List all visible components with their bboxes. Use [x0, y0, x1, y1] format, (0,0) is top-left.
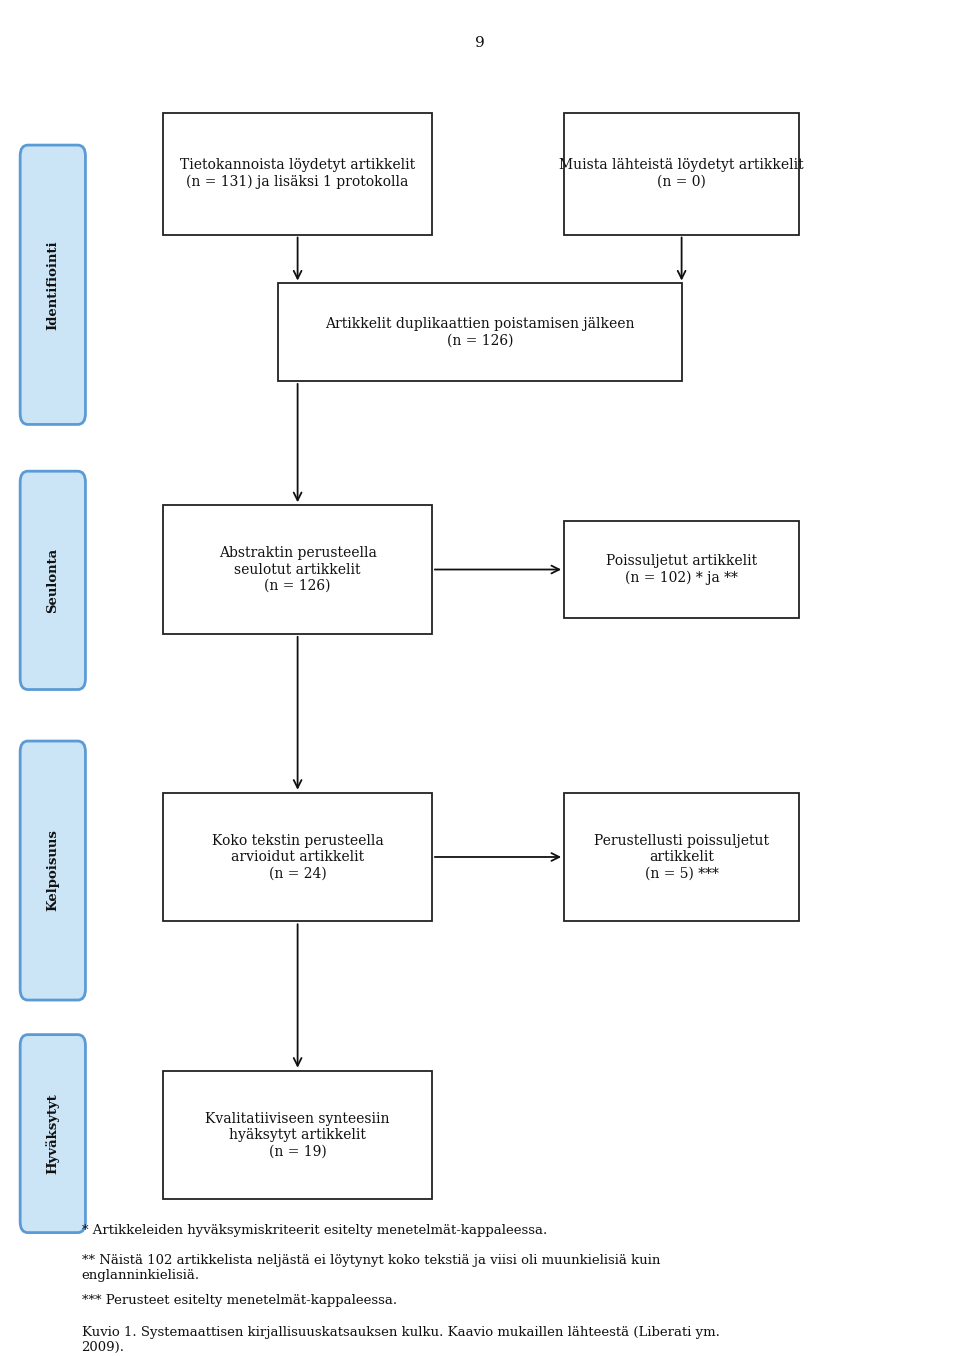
Text: * Artikkeleiden hyväksymiskriteerit esitelty menetelmät-kappaleessa.: * Artikkeleiden hyväksymiskriteerit esit…: [82, 1224, 547, 1238]
Bar: [564, 113, 799, 235]
Text: Artikkelit duplikaattien poistamisen jälkeen
(n = 126): Artikkelit duplikaattien poistamisen jäl…: [325, 317, 635, 347]
Text: Poissuljetut artikkelit
(n = 102) * ja **: Poissuljetut artikkelit (n = 102) * ja *…: [606, 555, 757, 584]
Text: Identifiointi: Identifiointi: [46, 240, 60, 330]
Bar: [163, 792, 432, 922]
Text: Kelpoisuus: Kelpoisuus: [46, 830, 60, 911]
FancyBboxPatch shape: [20, 145, 85, 424]
FancyBboxPatch shape: [20, 472, 85, 690]
Bar: [163, 1071, 432, 1200]
Text: Tietokannoista löydetyt artikkelit
(n = 131) ja lisäksi 1 protokolla: Tietokannoista löydetyt artikkelit (n = …: [180, 159, 415, 188]
FancyBboxPatch shape: [20, 1035, 85, 1233]
Text: *** Perusteet esitelty menetelmät-kappaleessa.: *** Perusteet esitelty menetelmät-kappal…: [82, 1294, 396, 1307]
Bar: [564, 792, 799, 922]
Bar: [163, 506, 432, 635]
Text: Seulonta: Seulonta: [46, 548, 60, 613]
Text: Kvalitatiiviseen synteesiin
hyäksytyt artikkelit
(n = 19): Kvalitatiiviseen synteesiin hyäksytyt ar…: [205, 1112, 390, 1158]
Bar: [564, 521, 799, 618]
Text: Muista lähteistä löydetyt artikkelit
(n = 0): Muista lähteistä löydetyt artikkelit (n …: [560, 159, 804, 188]
Bar: [278, 283, 682, 381]
Text: 9: 9: [475, 37, 485, 50]
FancyBboxPatch shape: [20, 742, 85, 1001]
Text: Koko tekstin perusteella
arvioidut artikkelit
(n = 24): Koko tekstin perusteella arvioidut artik…: [212, 834, 383, 880]
Text: ** Näistä 102 artikkelista neljästä ei löytynyt koko tekstiä ja viisi oli muunki: ** Näistä 102 artikkelista neljästä ei l…: [82, 1254, 660, 1283]
Text: Hyväksytyt: Hyväksytyt: [46, 1093, 60, 1174]
Bar: [163, 113, 432, 235]
Text: Kuvio 1. Systemaattisen kirjallisuuskatsauksen kulku. Kaavio mukaillen lähteestä: Kuvio 1. Systemaattisen kirjallisuuskats…: [82, 1326, 719, 1355]
Text: Abstraktin perusteella
seulotut artikkelit
(n = 126): Abstraktin perusteella seulotut artikkel…: [219, 546, 376, 593]
Text: Perustellusti poissuljetut
artikkelit
(n = 5) ***: Perustellusti poissuljetut artikkelit (n…: [594, 834, 769, 880]
